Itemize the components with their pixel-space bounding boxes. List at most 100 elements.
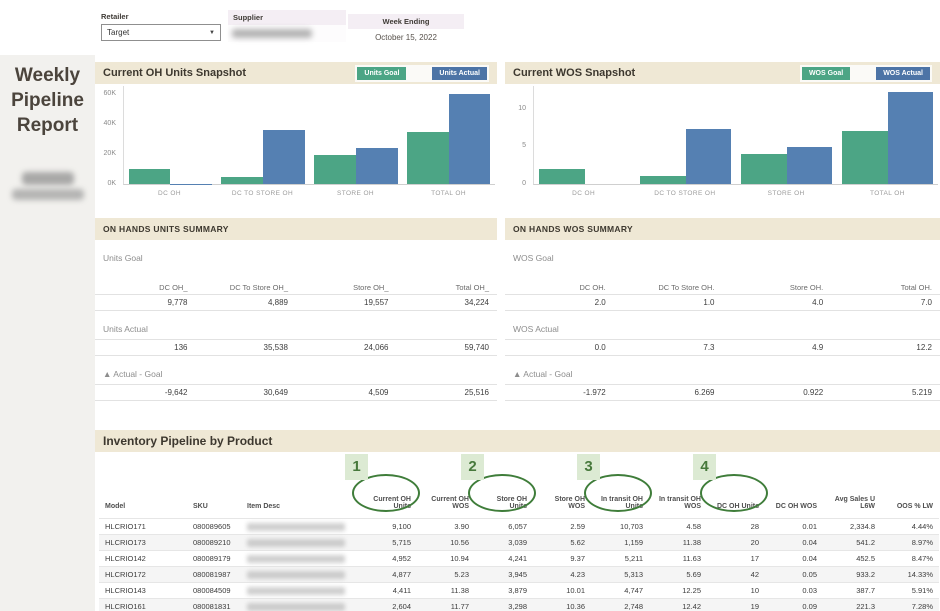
summary-value: 0.0 — [594, 343, 606, 352]
table-row[interactable]: HLCRIO143 080084509 4,411 11.38 3,879 10.01 4,… — [99, 582, 939, 599]
table-cell: 4.44% — [881, 518, 939, 535]
goal-bar-dc-oh[interactable] — [539, 168, 585, 184]
summary-value: 4.0 — [812, 298, 824, 307]
item-desc-redacted — [241, 566, 359, 583]
sidebar: Weekly Pipeline Report — [0, 55, 95, 611]
summary-section-label: Units Goal — [103, 253, 143, 263]
goal-bar-total-oh[interactable] — [842, 131, 888, 184]
y-tick-label: 0K — [107, 180, 116, 187]
table-cell: 5,211 — [591, 550, 649, 567]
summary-value: 6.269 — [694, 388, 715, 397]
table-row[interactable]: HLCRIO171 080089605 9,100 3.90 6,057 2.59 10,7… — [99, 518, 939, 535]
table-cell: 3,879 — [475, 582, 533, 599]
units-chart-y-axis: 0K 20K 40K 60K — [95, 86, 121, 187]
supplier-value[interactable] — [228, 25, 346, 42]
pipeline-column-header[interactable]: Item Desc — [247, 503, 281, 510]
pipeline-column-header[interactable]: Current OH Units 1 — [345, 452, 420, 519]
goal-bar-total-oh[interactable] — [406, 132, 449, 184]
x-tick-label: STORE OH — [336, 190, 375, 197]
actual-bar-total-oh[interactable] — [448, 93, 491, 184]
summary-section-label: WOS Actual — [513, 324, 559, 334]
summary-values-row: 9,778 4,889 19,557 34,224 — [95, 295, 497, 311]
units-goal-legend-button[interactable]: Units Goal — [357, 66, 407, 80]
x-tick-label: DC TO STORE OH — [654, 190, 716, 197]
table-cell: 17 — [707, 550, 765, 567]
filter-bar: Retailer Target ▼ Supplier Week Ending O… — [95, 0, 940, 58]
table-cell: 10.01 — [533, 582, 591, 599]
table-cell: 080089605 — [187, 518, 241, 535]
pipeline-column-header[interactable]: In transit OH WOS — [658, 496, 701, 510]
summary-column-header: DC To Store OH_ — [229, 283, 288, 292]
actual-bar-dc-to-store-oh[interactable] — [685, 128, 731, 184]
summary-values-row: -9,642 30,649 4,509 25,516 — [95, 384, 497, 401]
actual-bar-total-oh[interactable] — [887, 92, 933, 184]
summary-column-header: Store OH_ — [353, 283, 389, 292]
wos-goal-legend-button[interactable]: WOS Goal — [801, 66, 851, 80]
pipeline-column-header[interactable]: Store OH WOS — [554, 496, 585, 510]
table-cell: 10 — [707, 582, 765, 599]
pipeline-column-header[interactable]: Store OH Units 2 — [461, 452, 536, 519]
summary-column-header: DC OH. — [579, 283, 606, 292]
table-cell: 0.03 — [765, 582, 823, 599]
wos-actual-legend-button[interactable]: WOS Actual — [876, 66, 930, 80]
table-cell: 12.42 — [649, 598, 707, 611]
table-cell: 10.94 — [417, 550, 475, 567]
table-cell: 20 — [707, 534, 765, 551]
bar-group — [534, 86, 635, 184]
bar-group — [402, 86, 495, 184]
actual-bar-store-oh[interactable] — [355, 147, 398, 184]
annotation-number-badge: 4 — [693, 454, 716, 480]
pipeline-column-header[interactable]: Current OH WOS — [431, 496, 469, 510]
goal-bar-dc-oh[interactable] — [128, 169, 171, 184]
summary-value: 35,538 — [263, 343, 288, 352]
goal-bar-store-oh[interactable] — [314, 154, 356, 184]
bar-group — [736, 86, 837, 184]
units-actual-legend-button[interactable]: Units Actual — [432, 66, 487, 80]
table-cell: 14.33% — [881, 566, 939, 583]
goal-bar-dc-to-store-oh[interactable] — [221, 176, 264, 184]
item-desc-redacted — [241, 598, 359, 611]
pipeline-column-header[interactable]: DC OH WOS — [775, 503, 817, 510]
table-cell: 080089210 — [187, 534, 241, 551]
retailer-value: Target — [107, 28, 130, 37]
inventory-pipeline-table: Model SKU Item Desc Current OH Units 1 Curren… — [99, 452, 939, 611]
table-cell: 4.23 — [533, 566, 591, 583]
pipeline-column-header[interactable]: Model — [105, 503, 126, 510]
table-cell: 11.38 — [417, 582, 475, 599]
summary-section-label: ▲ Actual - Goal — [513, 369, 573, 379]
table-cell: 4.58 — [649, 518, 707, 535]
retailer-dropdown[interactable]: Target ▼ — [101, 24, 221, 41]
pipeline-column-header[interactable]: SKU — [193, 503, 208, 510]
table-cell: 8.47% — [881, 550, 939, 567]
annotation-number-badge: 3 — [577, 454, 600, 480]
table-cell: 5,313 — [591, 566, 649, 583]
actual-bar-dc-to-store-oh[interactable] — [263, 130, 305, 184]
table-cell: 19 — [707, 598, 765, 611]
summary-section-label: ▲ Actual - Goal — [103, 369, 163, 379]
actual-bar-store-oh[interactable] — [786, 147, 832, 184]
pipeline-column-header[interactable]: Avg Sales U L6W — [834, 496, 875, 510]
table-row[interactable]: HLCRIO172 080081987 4,877 5.23 3,945 4.23 5,31… — [99, 566, 939, 583]
pipeline-column-header[interactable]: In transit OH Units 3 — [577, 452, 652, 519]
bar-group — [837, 86, 938, 184]
goal-bar-store-oh[interactable] — [741, 153, 787, 184]
wos-summary-title: ON HANDS WOS SUMMARY — [513, 224, 633, 234]
table-cell: 4,241 — [475, 550, 533, 567]
table-row[interactable]: HLCRIO161 080081831 2,604 11.77 3,298 10.36 2,… — [99, 598, 939, 611]
summary-value: -9,642 — [164, 388, 188, 397]
inventory-pipeline-panel: Inventory Pipeline by Product Model SKU It… — [95, 430, 940, 611]
table-cell: 080084509 — [187, 582, 241, 599]
table-cell: 3,039 — [475, 534, 533, 551]
table-row[interactable]: HLCRIO173 080089210 5,715 10.56 3,039 5.62 1,1… — [99, 534, 939, 551]
table-cell: 2.59 — [533, 518, 591, 535]
pipeline-column-header[interactable]: DC OH Units 4 — [693, 452, 768, 519]
table-cell: 080081831 — [187, 598, 241, 611]
table-row[interactable]: HLCRIO142 080089179 4,952 10.94 4,241 9.37 5,2… — [99, 550, 939, 567]
goal-bar-dc-to-store-oh[interactable] — [640, 176, 686, 184]
summary-column-header: DC To Store OH. — [658, 283, 715, 292]
pipeline-column-header[interactable]: OOS % LW — [896, 503, 933, 510]
summary-value: 4,509 — [368, 388, 389, 397]
table-cell: 0.04 — [765, 550, 823, 567]
table-cell: 0.01 — [765, 518, 823, 535]
